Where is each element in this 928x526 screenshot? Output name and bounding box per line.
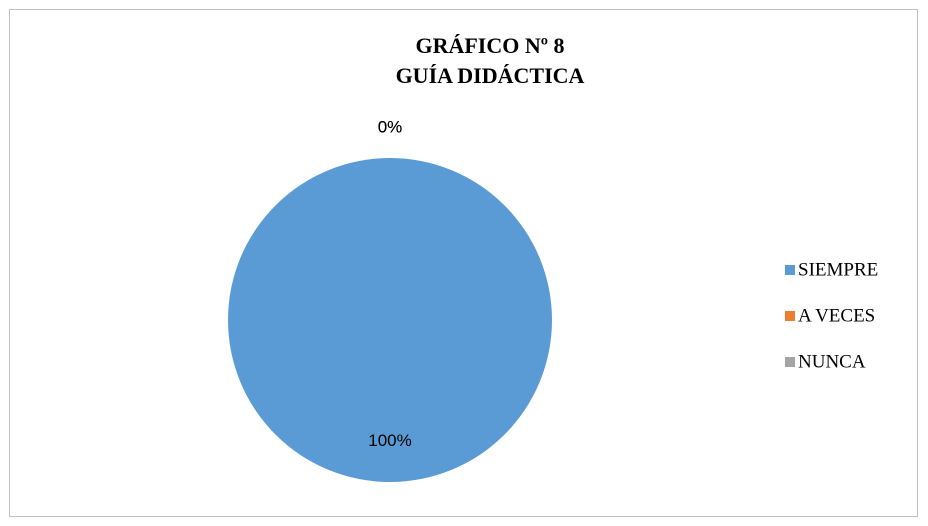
pie-slice	[228, 158, 552, 482]
chart-title: GUÍA DIDÁCTICA	[396, 63, 585, 88]
data-label: 0%	[378, 117, 403, 136]
legend-label: NUNCA	[798, 351, 866, 372]
data-label: 100%	[368, 431, 411, 450]
legend-label: SIEMPRE	[798, 259, 878, 280]
legend-swatch	[785, 311, 795, 321]
data-label: 0%	[378, 117, 403, 136]
legend-label: A VECES	[798, 305, 875, 326]
chart-title: GRÁFICO Nº 8	[415, 33, 564, 58]
legend-swatch	[785, 265, 795, 275]
legend-swatch	[785, 357, 795, 367]
